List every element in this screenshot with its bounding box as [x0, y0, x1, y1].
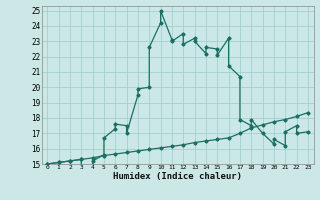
X-axis label: Humidex (Indice chaleur): Humidex (Indice chaleur)	[113, 172, 242, 181]
